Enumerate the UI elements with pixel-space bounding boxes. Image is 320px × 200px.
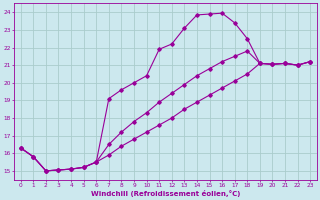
X-axis label: Windchill (Refroidissement éolien,°C): Windchill (Refroidissement éolien,°C): [91, 190, 240, 197]
